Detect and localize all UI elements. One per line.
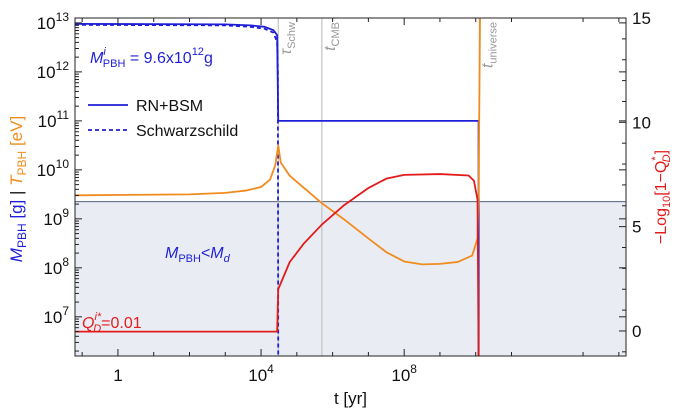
shaded-region-label: MPBH<Md	[165, 245, 231, 265]
x-tick-label: 1	[113, 366, 122, 385]
left-tick-label: 1013	[37, 10, 70, 33]
series-rn-bsm	[75, 22, 480, 356]
left-tick-label: 1012	[37, 59, 70, 82]
left-tick-label: 108	[43, 255, 69, 278]
left-tick-label: 109	[43, 206, 69, 229]
right-tick-label: 15	[632, 9, 651, 28]
x-tick-label: 104	[248, 362, 274, 385]
series-charge-curve	[75, 173, 480, 356]
plot-frame	[74, 17, 627, 357]
right-tick-label: 10	[632, 113, 651, 132]
left-tick-label: 1011	[38, 108, 70, 131]
plot-area	[75, 18, 626, 356]
left-tick-label: 1010	[37, 157, 70, 180]
shaded-region	[75, 201, 626, 356]
vline-label-cmb: tCMB	[322, 22, 342, 51]
annotation-initial-charge: Qi* D=0.01	[82, 311, 142, 335]
x-tick-label: 108	[391, 362, 417, 385]
left-tick-label: 107	[43, 304, 69, 327]
right-tick-label: 0	[632, 322, 641, 341]
x-axis-label: t [yr]	[334, 389, 367, 408]
legend-label-rn-bsm: RN+BSM	[136, 98, 203, 115]
vline-label-universe: tuniverse	[479, 22, 499, 68]
series-schwarzschild	[75, 23, 280, 356]
left-axis-label: MPBH [g] | TPBH [eV]	[7, 116, 29, 262]
vline-label-schw: τSchw	[278, 22, 298, 55]
right-tick-label: 5	[632, 218, 641, 237]
series-temperature-curve	[75, 18, 481, 266]
legend-label-schwarzschild: Schwarzschild	[136, 123, 238, 140]
annotation-initial-mass: Mi PBH = 9.6x1012g	[90, 46, 213, 70]
axes	[74, 17, 627, 357]
labels: 107 108 109 1010 1011 1012 1013 0 5 10 15 1 104 108 t …	[7, 9, 673, 408]
right-axis-label: −Log10[1−Q*D]	[650, 150, 673, 244]
